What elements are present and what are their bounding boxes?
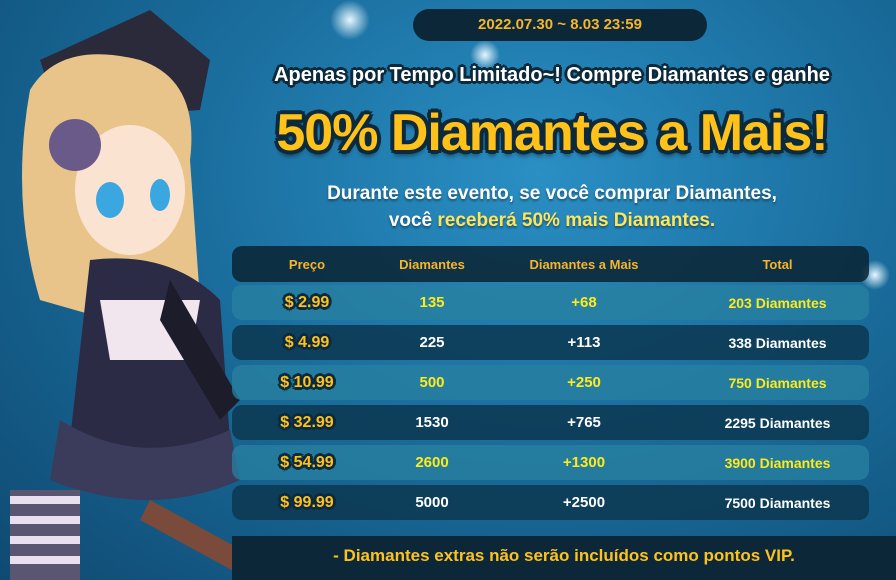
anime-character-illustration [10,10,260,580]
cell-price: $ 2.99 [284,293,330,311]
header-bonus: Diamantes a Mais [529,256,639,272]
cell-diamonds: 1530 [415,414,449,431]
cell-price: $ 32.99 [280,413,334,431]
description: Durante este evento, se você comprar Dia… [222,180,882,234]
cell-bonus: +1300 [562,454,606,471]
table-row: $ 4.99 225 +113 338 Diamantes [232,325,869,360]
cell-price: $ 54.99 [280,453,334,471]
cell-bonus: +68 [571,294,597,311]
description-highlight: receberá 50% mais Diamantes. [437,210,716,231]
cell-price: $ 4.99 [284,333,330,351]
cell-diamonds: 225 [419,334,445,351]
description-prefix: você [388,210,438,231]
cell-diamonds: 500 [419,374,445,391]
description-line-2: você receberá 50% mais Diamantes. [222,207,882,234]
table-row: $ 10.99 500 +250 750 Diamantes [232,365,869,400]
price-table: Preço Diamantes Diamantes a Mais Total $… [232,246,869,525]
page-title: 50% Diamantes a Mais! [276,104,828,162]
sparkle-decoration [470,40,500,70]
header-price: Preço [288,256,326,272]
cell-total: 7500 Diamantes [724,494,831,511]
description-line-1: Durante este evento, se você comprar Dia… [327,183,777,204]
cell-total: 2295 Diamantes [724,414,831,431]
sparkle-decoration [330,0,370,40]
cell-bonus: +113 [567,334,601,351]
event-date-badge: 2022.07.30 ~ 8.03 23:59 [413,9,707,41]
table-row: $ 32.99 1530 +765 2295 Diamantes [232,405,869,440]
header-total: Total [762,256,793,272]
cell-diamonds: 135 [419,294,445,311]
cell-diamonds: 5000 [415,494,449,511]
table-row: $ 99.99 5000 +2500 7500 Diamantes [232,485,869,520]
table-row: $ 54.99 2600 +1300 3900 Diamantes [232,445,869,480]
cell-total: 203 Diamantes [728,294,827,311]
cell-bonus: +765 [567,414,601,431]
footer-note: - Diamantes extras não serão incluídos c… [232,536,896,580]
table-header: Preço Diamantes Diamantes a Mais Total [232,246,869,282]
cell-bonus: +250 [567,374,601,391]
subtitle: Apenas por Tempo Limitado~! Compre Diama… [274,64,830,86]
table-row: $ 2.99 135 +68 203 Diamantes [232,285,869,320]
cell-total: 750 Diamantes [728,374,827,391]
cell-bonus: +2500 [562,494,606,511]
cell-diamonds: 2600 [415,454,449,471]
header-diamonds: Diamantes [399,256,465,272]
cell-price: $ 10.99 [280,373,334,391]
cell-price: $ 99.99 [280,493,334,511]
cell-total: 3900 Diamantes [724,454,831,471]
cell-total: 338 Diamantes [728,334,827,351]
